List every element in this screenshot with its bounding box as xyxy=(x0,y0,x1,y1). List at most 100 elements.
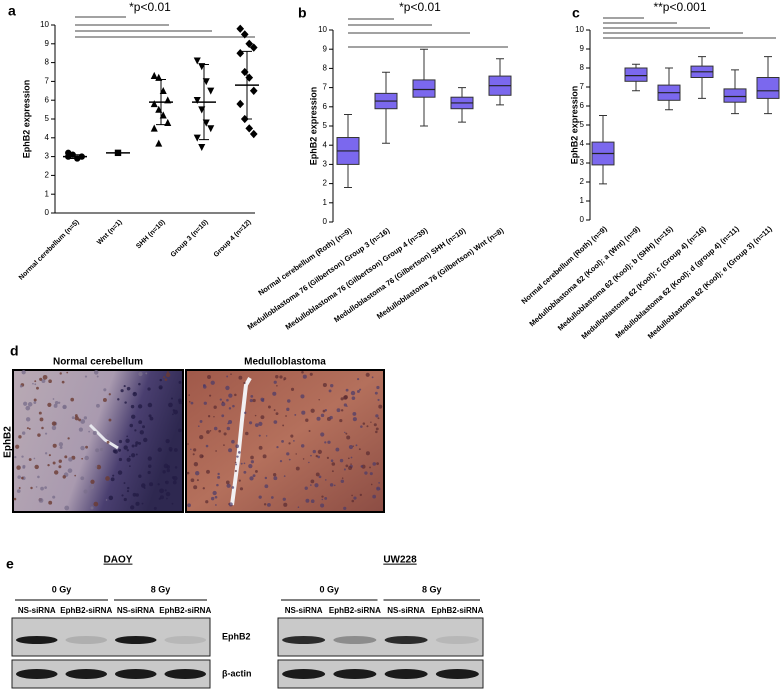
cell xyxy=(376,462,379,466)
cell xyxy=(44,452,48,455)
cell xyxy=(138,442,142,445)
cell xyxy=(44,486,47,489)
whisker-high xyxy=(458,87,466,98)
cell xyxy=(213,426,218,431)
y-tick-label: 7 xyxy=(580,82,585,91)
cell xyxy=(248,464,253,469)
cell xyxy=(310,484,312,486)
cell xyxy=(171,502,174,505)
x-tick-label: Medulloblastoma 62 (Kool); b (SHH) (n=15… xyxy=(556,224,675,333)
cell xyxy=(357,390,360,393)
histology-images xyxy=(12,369,385,513)
cell xyxy=(95,448,100,453)
cell xyxy=(212,490,217,496)
cell xyxy=(74,414,78,417)
data-point xyxy=(236,99,245,109)
cell xyxy=(223,444,225,446)
data-point xyxy=(245,124,254,133)
cell xyxy=(48,500,53,505)
cell xyxy=(66,371,69,374)
cell xyxy=(124,401,127,404)
cell xyxy=(138,420,143,425)
lane-label: NS-siRNA xyxy=(18,606,56,615)
cell xyxy=(113,449,118,454)
cell xyxy=(196,479,199,482)
band xyxy=(282,636,326,644)
data-point xyxy=(150,100,158,108)
cell xyxy=(376,487,379,490)
cell xyxy=(243,470,247,474)
cell xyxy=(71,416,75,420)
whisker-low xyxy=(420,97,428,127)
cell xyxy=(218,429,221,433)
whisker-low xyxy=(665,100,673,111)
dose: 0 Gy xyxy=(52,584,72,594)
cell xyxy=(131,453,136,458)
lane-label: EphB2-siRNA xyxy=(329,606,381,615)
whisker-low xyxy=(599,164,607,185)
band xyxy=(435,636,479,644)
cell xyxy=(266,503,271,507)
lane-label: EphB2-siRNA xyxy=(431,606,483,615)
dose: 8 Gy xyxy=(422,584,442,594)
cell xyxy=(209,429,212,432)
cell xyxy=(321,495,324,498)
chart-title: **p<0.001 xyxy=(653,0,706,14)
data-point xyxy=(65,149,72,157)
cell xyxy=(359,493,363,497)
cell xyxy=(254,469,258,473)
cell xyxy=(92,430,97,435)
cell xyxy=(201,455,204,458)
cell xyxy=(281,439,284,443)
whisker-low xyxy=(382,108,390,144)
cell xyxy=(165,439,170,444)
cell xyxy=(375,414,379,418)
cell xyxy=(197,425,200,428)
whisker-high xyxy=(496,58,504,77)
cell xyxy=(352,412,357,416)
whisker-high xyxy=(764,56,772,78)
cell xyxy=(78,418,82,422)
cell xyxy=(314,483,319,488)
cell xyxy=(170,397,174,400)
cell xyxy=(165,491,171,497)
x-tick-label: Medulloblastoma 62 (Kool); e (Group 3) (… xyxy=(646,224,774,341)
cell xyxy=(309,372,313,376)
cell xyxy=(149,416,154,421)
cell xyxy=(199,420,203,423)
panel-label: b xyxy=(298,5,307,21)
cell xyxy=(149,482,154,487)
cell xyxy=(295,466,300,471)
cell xyxy=(147,387,151,391)
cell xyxy=(286,407,290,411)
cell xyxy=(305,498,310,503)
cell xyxy=(290,434,294,438)
band xyxy=(435,669,479,679)
cell xyxy=(195,471,200,476)
cell xyxy=(21,455,24,458)
cell xyxy=(139,430,144,435)
cell xyxy=(121,494,124,497)
cell xyxy=(215,450,217,452)
cell xyxy=(369,466,371,469)
cell xyxy=(81,457,84,460)
cell xyxy=(252,398,256,403)
data-point xyxy=(249,86,258,95)
cell xyxy=(23,401,28,406)
cell xyxy=(301,410,306,415)
cell xyxy=(141,502,144,505)
cell xyxy=(187,443,189,445)
panel-label: d xyxy=(10,343,19,359)
cell xyxy=(27,402,33,407)
band xyxy=(15,636,58,644)
y-tick-label: 6 xyxy=(580,101,585,110)
image-title: Medulloblastoma xyxy=(244,357,326,368)
cell xyxy=(117,398,120,401)
cell xyxy=(377,417,380,420)
cell xyxy=(316,416,321,421)
cell xyxy=(283,502,288,507)
y-tick-label: 7 xyxy=(323,83,328,92)
cell xyxy=(39,377,43,381)
cell xyxy=(132,492,137,497)
cell xyxy=(53,470,59,475)
